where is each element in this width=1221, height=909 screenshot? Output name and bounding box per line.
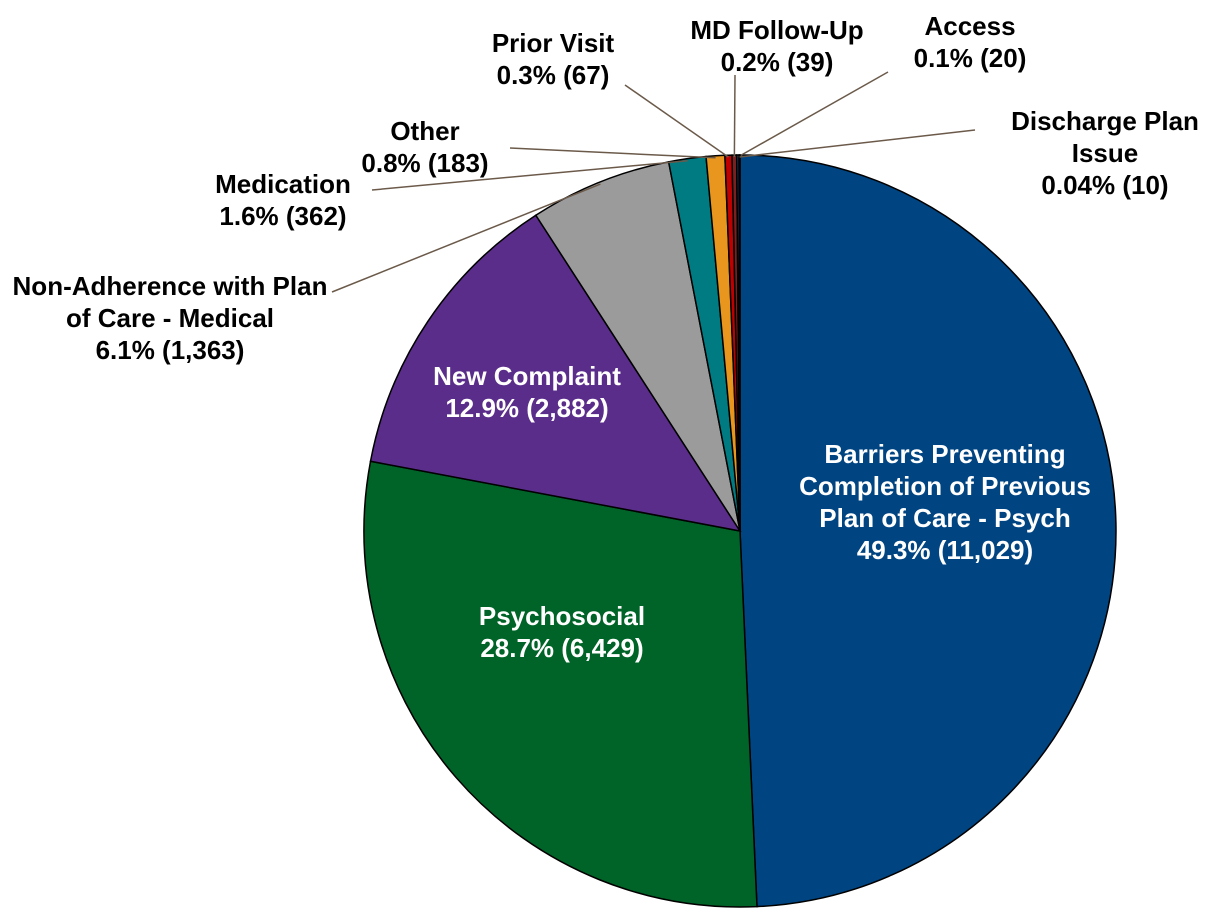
- leader-line: [371, 159, 688, 191]
- slice-value: 0.2% (39): [720, 47, 834, 77]
- slice-label: Barriers Preventing Completion of Previo…: [785, 438, 1105, 566]
- slice-name: New Complaint: [433, 361, 621, 391]
- slice-value: 49.3% (11,029): [856, 535, 1034, 565]
- slice-value: 0.04% (10): [1041, 170, 1169, 200]
- pie-slice: [739, 154, 1117, 908]
- slice-name: MD Follow-Up: [690, 15, 864, 45]
- slice-label: Medication 1.6% (362): [183, 168, 383, 232]
- slice-value: 1.6% (362): [219, 201, 347, 231]
- slice-value: 28.7% (6,429): [480, 633, 644, 663]
- leader-line: [509, 147, 716, 159]
- pie-slice: [363, 460, 758, 908]
- leader-line: [733, 74, 736, 158]
- pie-slice: [738, 154, 741, 532]
- slice-label: Other 0.8% (183): [325, 115, 525, 179]
- slice-name: Access: [924, 11, 1016, 41]
- slice-name: Barriers Preventing Completion of Previo…: [799, 439, 1091, 533]
- slice-name: Other: [390, 116, 460, 146]
- slice-value: 0.3% (67): [496, 60, 610, 90]
- slice-name: Prior Visit: [491, 28, 615, 58]
- slice-name: Non-Adherence with Plan of Care - Medica…: [12, 271, 328, 333]
- slice-label: Access 0.1% (20): [870, 10, 1070, 74]
- slice-label: New Complaint 12.9% (2,882): [427, 360, 627, 424]
- leader-line: [739, 129, 976, 158]
- slice-value: 0.8% (183): [361, 148, 489, 178]
- slice-label: Non-Adherence with Plan of Care - Medica…: [5, 270, 335, 366]
- leader-line: [624, 84, 729, 158]
- slice-label: MD Follow-Up 0.2% (39): [662, 14, 892, 78]
- slice-value: 12.9% (2,882): [445, 393, 609, 423]
- slice-value: 0.1% (20): [913, 43, 1027, 73]
- slice-label: Prior Visit 0.3% (67): [453, 27, 653, 91]
- leader-line: [331, 183, 601, 293]
- slice-name: Psychosocial: [478, 601, 646, 631]
- slice-label: Psychosocial 28.7% (6,429): [422, 600, 702, 664]
- slice-value: 6.1% (1,363): [95, 335, 245, 365]
- pie-slice: [369, 214, 742, 533]
- slice-name: Medication: [215, 169, 351, 199]
- leader-line: [737, 71, 889, 158]
- slice-name: Discharge Plan Issue: [1011, 106, 1199, 168]
- slice-label: Discharge Plan Issue 0.04% (10): [990, 105, 1220, 201]
